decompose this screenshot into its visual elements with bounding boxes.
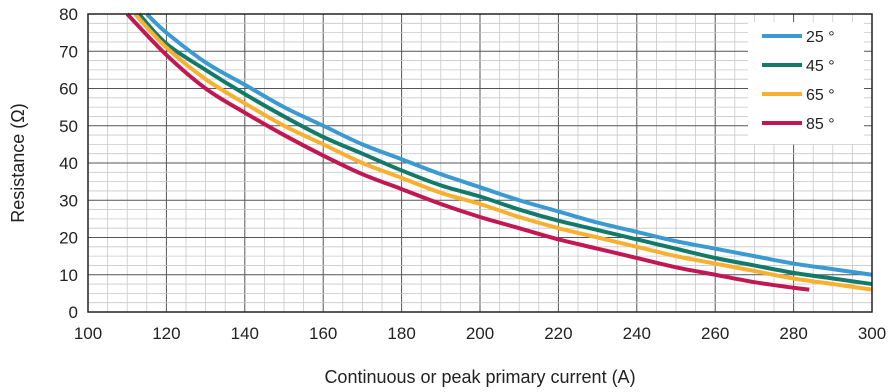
- y-tick-label: 50: [59, 117, 78, 136]
- y-tick-label: 30: [59, 191, 78, 210]
- y-axis-title: Resistance (Ω): [8, 103, 28, 223]
- x-tick-label: 200: [466, 324, 494, 343]
- x-axis-title: Continuous or peak primary current (A): [324, 367, 635, 387]
- legend-label: 45 °: [806, 58, 835, 75]
- series-line-2: [137, 12, 873, 287]
- y-tick-label: 0: [69, 303, 78, 322]
- x-tick-label: 160: [309, 324, 337, 343]
- plot-border: [87, 13, 873, 313]
- legend-label: 25 °: [806, 29, 835, 46]
- y-tick-label: 10: [59, 266, 78, 285]
- x-tick-label: 220: [544, 324, 572, 343]
- legend: 25 ° 45 ° 65 ° 85 °: [748, 22, 864, 144]
- x-tick-label: 280: [779, 324, 807, 343]
- legend-label: 85 °: [806, 116, 835, 133]
- x-tick-label: 260: [701, 324, 729, 343]
- y-tick-label: 70: [59, 42, 78, 61]
- y-tick-label: 20: [59, 229, 78, 248]
- series-layer: [125, 12, 873, 292]
- x-tick-label: 140: [231, 324, 259, 343]
- x-tick-label: 180: [387, 324, 415, 343]
- x-axis-ticks: 100 120 140 160 180 200 220 240 260 280 300: [74, 324, 886, 343]
- series-line-4: [125, 12, 810, 292]
- legend-label: 65 °: [806, 87, 835, 104]
- y-tick-label: 80: [59, 5, 78, 24]
- y-tick-label: 60: [59, 80, 78, 99]
- x-tick-label: 120: [152, 324, 180, 343]
- x-tick-label: 300: [858, 324, 886, 343]
- y-axis-ticks: 0 10 20 30 40 50 60 70 80: [59, 5, 78, 322]
- series-line-1: [145, 12, 873, 277]
- series-line-3: [133, 12, 873, 292]
- y-tick-label: 40: [59, 154, 78, 173]
- x-tick-label: 240: [623, 324, 651, 343]
- x-tick-label: 100: [74, 324, 102, 343]
